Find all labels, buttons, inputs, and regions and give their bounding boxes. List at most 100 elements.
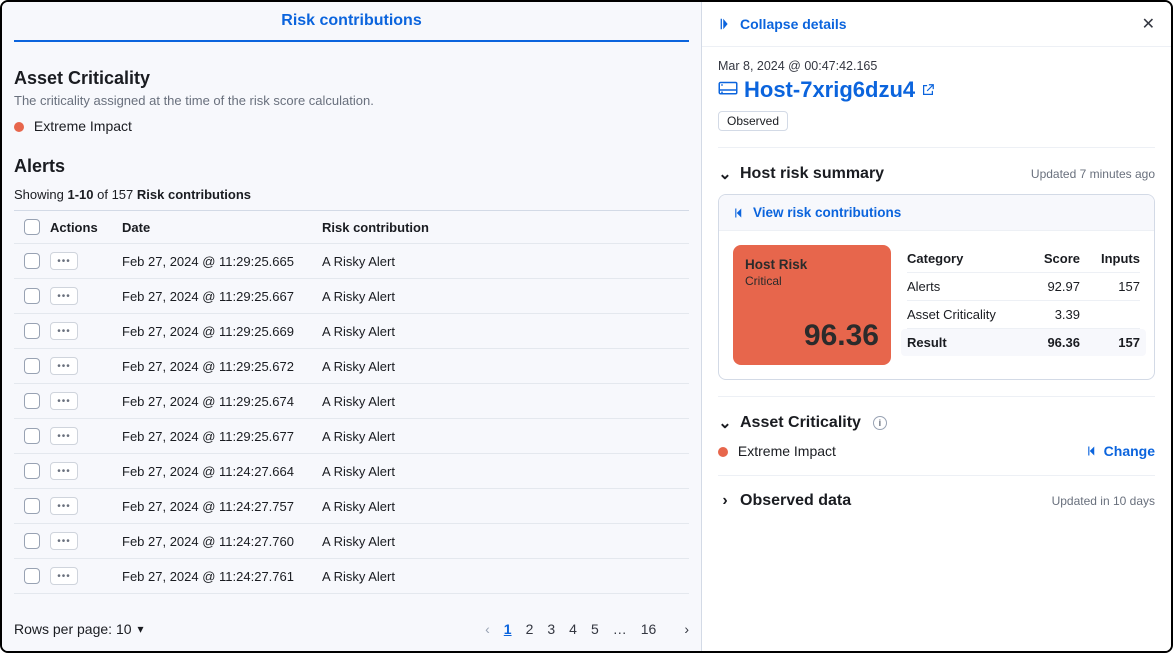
- row-checkbox[interactable]: [24, 428, 40, 444]
- go-to-first-icon: [1086, 445, 1098, 457]
- row-contribution: A Risky Alert: [322, 534, 689, 549]
- host-risk-summary-updated: Updated 7 minutes ago: [1031, 167, 1155, 181]
- col-contribution-header: Risk contribution: [322, 220, 689, 235]
- row-checkbox[interactable]: [24, 288, 40, 304]
- row-actions-button[interactable]: •••: [50, 287, 78, 305]
- details-flyout: Collapse details ✕ Mar 8, 2024 @ 00:47:4…: [701, 2, 1171, 651]
- risk-panel: View risk contributions Host Risk Critic…: [718, 194, 1155, 380]
- risk-box-level: Critical: [745, 274, 879, 288]
- pagination-ellipsis: …: [613, 621, 627, 637]
- risk-score-box: Host Risk Critical 96.36: [733, 245, 891, 365]
- col-actions-header: Actions: [50, 220, 122, 235]
- row-checkbox[interactable]: [24, 568, 40, 584]
- row-actions-button[interactable]: •••: [50, 252, 78, 270]
- table-row: •••Feb 27, 2024 @ 11:29:25.669A Risky Al…: [14, 314, 689, 349]
- row-contribution: A Risky Alert: [322, 569, 689, 584]
- criticality-dot-icon: [14, 122, 24, 132]
- pagination-page[interactable]: 3: [547, 621, 555, 637]
- alerts-heading: Alerts: [14, 156, 689, 177]
- asset-criticality-toggle[interactable]: ⌄ Asset Criticality i: [718, 413, 887, 433]
- observed-badge: Observed: [718, 111, 788, 131]
- row-contribution: A Risky Alert: [322, 464, 689, 479]
- showing-mid: of 157: [94, 187, 137, 202]
- alerts-showing: Showing 1-10 of 157 Risk contributions: [14, 187, 689, 202]
- collapse-details-label: Collapse details: [740, 16, 847, 32]
- info-icon[interactable]: i: [873, 416, 887, 430]
- row-actions-button[interactable]: •••: [50, 567, 78, 585]
- row-actions-button[interactable]: •••: [50, 462, 78, 480]
- row-date: Feb 27, 2024 @ 11:29:25.667: [122, 289, 322, 304]
- observed-data-toggle[interactable]: › Observed data: [718, 492, 851, 510]
- risk-breakdown-table: Category Score Inputs Alerts 92.97 157 A…: [907, 245, 1140, 365]
- next-page-button[interactable]: ›: [684, 621, 689, 637]
- row-actions-button[interactable]: •••: [50, 357, 78, 375]
- table-row: •••Feb 27, 2024 @ 11:29:25.674A Risky Al…: [14, 384, 689, 419]
- risk-row-inputs: 157: [1080, 279, 1140, 294]
- view-risk-contributions-label: View risk contributions: [753, 205, 901, 220]
- host-name-link[interactable]: Host-7xrig6dzu4: [744, 77, 915, 103]
- collapse-details-button[interactable]: Collapse details: [718, 16, 847, 32]
- row-date: Feb 27, 2024 @ 11:29:25.677: [122, 429, 322, 444]
- row-contribution: A Risky Alert: [322, 429, 689, 444]
- pagination-page[interactable]: 16: [641, 621, 657, 637]
- prev-page-button[interactable]: ‹: [485, 621, 490, 637]
- asset-criticality-heading: Asset Criticality: [14, 68, 689, 89]
- row-checkbox[interactable]: [24, 533, 40, 549]
- pagination: ‹ 12345 … 16 ›: [485, 621, 689, 637]
- asset-criticality-section-title: Asset Criticality: [740, 414, 861, 432]
- select-all-checkbox[interactable]: [24, 219, 40, 235]
- pagination-page[interactable]: 1: [504, 621, 512, 637]
- rows-per-page-selector[interactable]: Rows per page: 10 ▾: [14, 621, 144, 637]
- close-flyout-button[interactable]: ✕: [1142, 14, 1155, 34]
- risk-row-category: Asset Criticality: [907, 307, 1020, 322]
- row-contribution: A Risky Alert: [322, 289, 689, 304]
- table-row: •••Feb 27, 2024 @ 11:24:27.757A Risky Al…: [14, 489, 689, 524]
- left-content: Asset Criticality The criticality assign…: [2, 42, 701, 594]
- row-checkbox[interactable]: [24, 323, 40, 339]
- asset-criticality-level-row: Extreme Impact: [14, 118, 689, 134]
- host-risk-summary-toggle[interactable]: ⌄ Host risk summary: [718, 164, 884, 184]
- go-to-first-icon: [733, 207, 745, 219]
- row-actions-button[interactable]: •••: [50, 532, 78, 550]
- row-actions-button[interactable]: •••: [50, 392, 78, 410]
- row-checkbox[interactable]: [24, 498, 40, 514]
- external-link-icon[interactable]: [921, 83, 935, 97]
- pagination-page[interactable]: 5: [591, 621, 599, 637]
- col-date-header: Date: [122, 220, 322, 235]
- row-checkbox[interactable]: [24, 463, 40, 479]
- row-actions-button[interactable]: •••: [50, 497, 78, 515]
- pagination-page[interactable]: 2: [526, 621, 534, 637]
- risk-th-category: Category: [907, 251, 1020, 266]
- tab-risk-contributions[interactable]: Risk contributions: [281, 12, 421, 29]
- showing-range: 1-10: [67, 187, 93, 202]
- change-criticality-button[interactable]: Change: [1086, 443, 1155, 459]
- host-icon: [718, 80, 738, 100]
- table-row: •••Feb 27, 2024 @ 11:29:25.672A Risky Al…: [14, 349, 689, 384]
- pagination-page[interactable]: 4: [569, 621, 577, 637]
- risk-row-inputs: [1080, 307, 1140, 322]
- row-contribution: A Risky Alert: [322, 254, 689, 269]
- row-date: Feb 27, 2024 @ 11:29:25.674: [122, 394, 322, 409]
- chevron-right-icon: ›: [718, 492, 732, 510]
- view-risk-contributions-link[interactable]: View risk contributions: [719, 195, 1154, 231]
- tab-header: Risk contributions: [14, 12, 689, 42]
- table-row: •••Feb 27, 2024 @ 11:24:27.761A Risky Al…: [14, 559, 689, 594]
- row-date: Feb 27, 2024 @ 11:29:25.665: [122, 254, 322, 269]
- host-risk-summary-title: Host risk summary: [740, 165, 884, 183]
- row-checkbox[interactable]: [24, 393, 40, 409]
- row-actions-button[interactable]: •••: [50, 427, 78, 445]
- alerts-table: Actions Date Risk contribution •••Feb 27…: [14, 210, 689, 594]
- risk-table-header: Category Score Inputs: [907, 245, 1140, 273]
- flyout-timestamp: Mar 8, 2024 @ 00:47:42.165: [718, 59, 1155, 73]
- row-contribution: A Risky Alert: [322, 324, 689, 339]
- asset-criticality-value: Extreme Impact: [738, 443, 836, 459]
- risk-table-result-row: Result 96.36 157: [901, 329, 1146, 356]
- observed-data-header: › Observed data Updated in 10 days: [718, 492, 1155, 510]
- row-checkbox[interactable]: [24, 358, 40, 374]
- row-actions-button[interactable]: •••: [50, 322, 78, 340]
- collapse-icon: [718, 17, 732, 31]
- row-contribution: A Risky Alert: [322, 359, 689, 374]
- host-title-row: Host-7xrig6dzu4: [718, 77, 1155, 103]
- row-checkbox[interactable]: [24, 253, 40, 269]
- risk-table-row: Asset Criticality 3.39: [907, 301, 1140, 329]
